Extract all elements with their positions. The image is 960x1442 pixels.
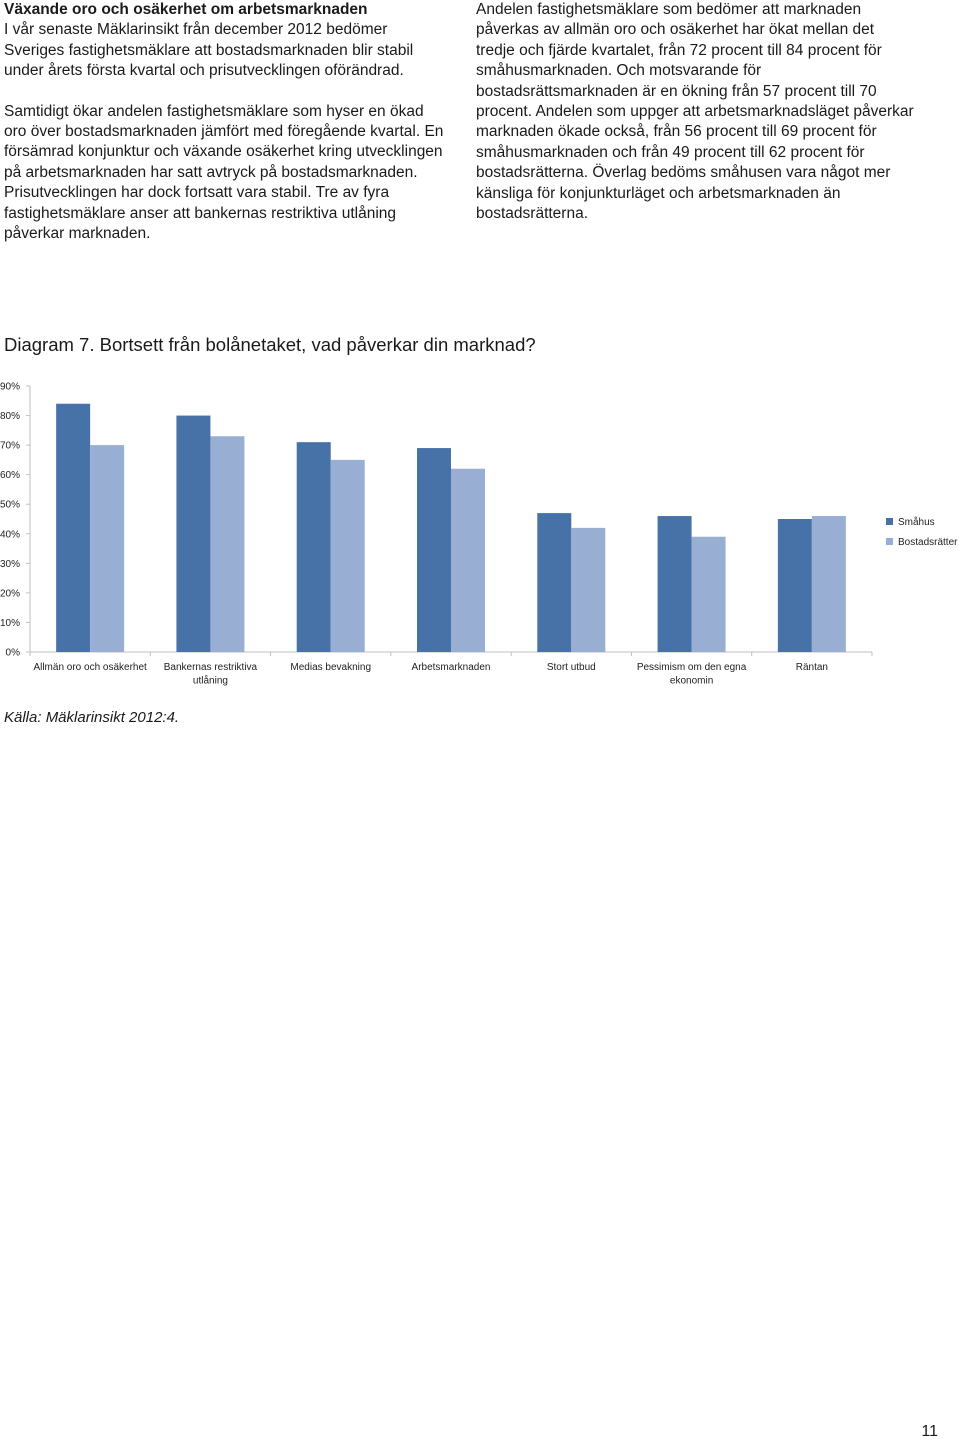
body-paragraph: Samtidigt ökar andelen fastighetsmäklare…: [4, 102, 444, 243]
x-category-label: Bankernas restriktiva: [164, 662, 258, 673]
y-tick-label: 0%: [6, 648, 21, 659]
right-paragraph: Andelen fastighetsmäklare som bedömer at…: [476, 1, 914, 223]
y-tick-label: 70%: [0, 441, 20, 452]
y-tick-label: 50%: [0, 500, 20, 511]
x-category-label: Medias bevakning: [290, 662, 371, 673]
bar-chart: 0% 10% 20% 30% 40% 50% 60% 70% 80% 90% Allmän oro …: [0, 382, 958, 687]
bar-smahus: [176, 415, 211, 652]
diagram-title: Diagram 7. Bortsett från bolånetaket, va…: [4, 334, 536, 355]
bar-bostadsratter: [811, 516, 846, 652]
page-number: 11: [921, 1423, 938, 1440]
bar-bostadsratter: [451, 468, 485, 652]
bar-smahus: [56, 403, 91, 652]
bar-bostadsratter: [90, 445, 125, 652]
x-category-label: utlåning: [193, 675, 228, 687]
bar-smahus: [417, 448, 451, 652]
y-tick-label: 30%: [0, 559, 20, 570]
legend-label-smahus: Småhus: [898, 516, 935, 528]
bar-bostadsratter: [691, 536, 726, 652]
bar-smahus: [296, 442, 331, 652]
bar-smahus: [777, 519, 812, 652]
y-tick-label: 10%: [0, 618, 20, 629]
y-tick-label: 20%: [0, 588, 20, 599]
legend-label-bostadsratter: Bostadsrätter: [898, 537, 958, 548]
y-tick-label: 80%: [0, 411, 20, 422]
source-note: Källa: Mäklarinsikt 2012:4.: [4, 709, 180, 726]
x-category-label: ekonomin: [670, 676, 713, 687]
intro-paragraph: I vår senaste Mäklarinsikt från december…: [4, 21, 414, 80]
x-category-label: Räntan: [796, 662, 828, 673]
y-tick-label: 60%: [0, 470, 20, 481]
left-column: Växande oro och osäkerhet om arbetsmarkn…: [4, 0, 444, 244]
y-tick-label: 90%: [0, 382, 20, 393]
y-tick-label: 40%: [0, 529, 20, 540]
right-column: Andelen fastighetsmäklare som bedömer at…: [476, 0, 916, 224]
bar-bostadsratter: [210, 436, 245, 652]
legend-swatch-bostadsratter: [886, 538, 893, 545]
x-category-label: Allmän oro och osäkerhet: [33, 662, 147, 673]
section-heading: Växande oro och osäkerhet om arbetsmarkn…: [4, 1, 368, 18]
bar-smahus: [657, 516, 692, 652]
bar-bostadsratter: [330, 459, 365, 652]
x-category-label: Pessimism om den egna: [637, 662, 747, 673]
legend-swatch-smahus: [886, 518, 893, 525]
x-category-label: Stort utbud: [547, 662, 596, 673]
x-category-label: Arbetsmarknaden: [412, 662, 491, 673]
bar-bostadsratter: [571, 527, 606, 652]
bar-smahus: [537, 513, 572, 652]
